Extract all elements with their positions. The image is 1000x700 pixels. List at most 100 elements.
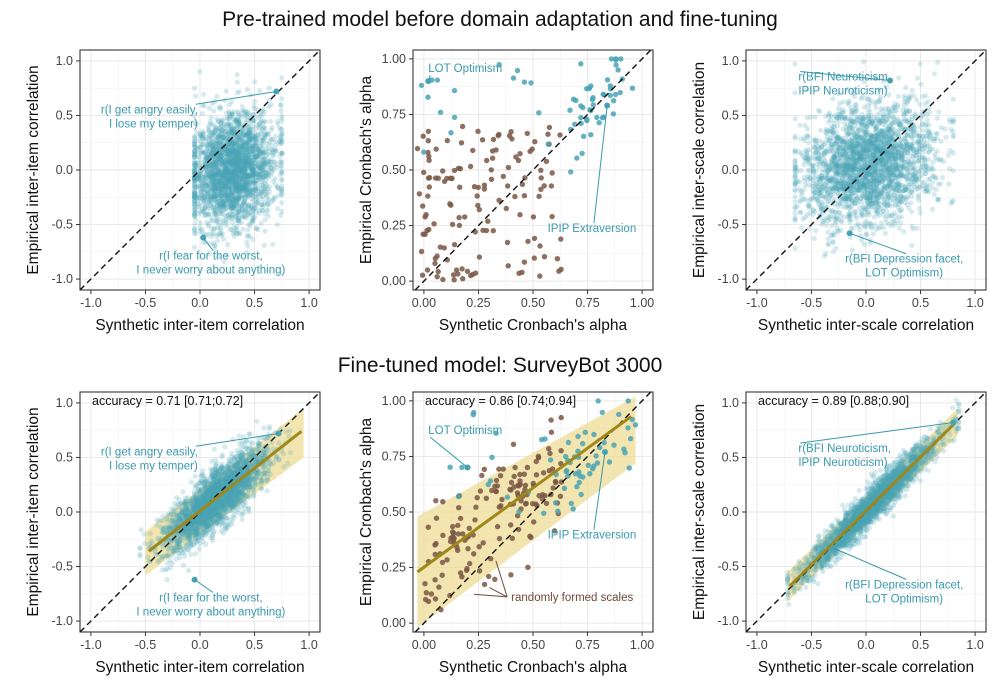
data-point bbox=[239, 206, 246, 212]
data-point bbox=[264, 141, 270, 147]
data-point bbox=[260, 193, 266, 200]
data-point bbox=[232, 126, 238, 132]
data-point bbox=[200, 174, 206, 180]
data-point bbox=[235, 208, 241, 214]
data-point bbox=[214, 233, 220, 239]
data-point bbox=[253, 143, 259, 150]
data-point bbox=[200, 190, 206, 196]
data-point bbox=[243, 194, 249, 201]
data-point bbox=[218, 197, 224, 203]
data-point bbox=[239, 158, 245, 164]
data-point bbox=[235, 166, 241, 172]
data-point bbox=[209, 186, 215, 192]
data-point bbox=[249, 144, 255, 150]
data-point bbox=[233, 178, 239, 184]
data-point bbox=[806, 205, 812, 211]
data-point bbox=[196, 172, 202, 178]
data-point bbox=[225, 166, 231, 172]
data-point bbox=[269, 199, 275, 205]
data-point bbox=[221, 162, 227, 168]
data-point bbox=[242, 172, 248, 179]
data-point bbox=[212, 173, 218, 180]
data-point bbox=[212, 184, 218, 190]
data-point bbox=[239, 194, 245, 200]
data-point bbox=[231, 146, 237, 152]
random-scale-point bbox=[421, 169, 427, 176]
data-point bbox=[273, 142, 279, 148]
data-point bbox=[210, 195, 216, 201]
data-point bbox=[223, 167, 229, 174]
data-point bbox=[237, 160, 243, 166]
data-point bbox=[191, 148, 198, 154]
data-point bbox=[202, 196, 208, 202]
data-point bbox=[227, 123, 233, 129]
data-point bbox=[220, 127, 226, 133]
data-point bbox=[213, 186, 219, 192]
data-point bbox=[191, 138, 198, 144]
data-point bbox=[199, 133, 205, 139]
data-point bbox=[253, 142, 259, 148]
data-point bbox=[217, 156, 223, 162]
data-point bbox=[250, 149, 256, 155]
data-point bbox=[223, 110, 229, 116]
y-tick-label: 1.0 bbox=[56, 54, 73, 68]
data-point bbox=[250, 117, 256, 123]
data-point bbox=[226, 129, 232, 135]
data-point bbox=[217, 189, 223, 195]
data-point bbox=[204, 194, 211, 200]
data-point bbox=[223, 202, 229, 208]
data-point bbox=[240, 151, 247, 157]
data-point bbox=[199, 192, 206, 198]
data-point bbox=[242, 214, 248, 220]
data-point bbox=[927, 136, 933, 142]
data-point bbox=[224, 176, 230, 182]
data-point bbox=[191, 194, 198, 200]
data-point bbox=[916, 197, 922, 203]
data-point bbox=[222, 135, 228, 141]
annotation-text: IPIP Extraversion bbox=[548, 223, 637, 235]
data-point bbox=[249, 219, 255, 226]
data-point bbox=[258, 118, 265, 124]
data-point bbox=[919, 122, 925, 128]
data-point bbox=[226, 115, 233, 121]
data-point bbox=[232, 161, 238, 167]
data-point bbox=[232, 159, 239, 165]
data-point bbox=[225, 170, 231, 176]
data-point bbox=[211, 162, 217, 169]
data-point bbox=[223, 168, 229, 174]
data-point bbox=[211, 159, 217, 165]
data-point bbox=[216, 128, 222, 134]
data-point bbox=[197, 173, 203, 179]
random-scale-point bbox=[476, 206, 482, 213]
data-point bbox=[233, 183, 239, 189]
annotation-text: I lose my temper) bbox=[109, 118, 198, 130]
data-point bbox=[248, 195, 255, 201]
data-point bbox=[248, 168, 254, 174]
data-point bbox=[191, 138, 198, 144]
data-point bbox=[201, 194, 208, 200]
data-point bbox=[262, 160, 268, 166]
data-point bbox=[234, 164, 240, 170]
data-point bbox=[208, 141, 214, 147]
data-point bbox=[241, 209, 247, 215]
data-point bbox=[278, 101, 284, 108]
data-point bbox=[246, 127, 252, 133]
data-point bbox=[208, 178, 214, 184]
data-point bbox=[208, 143, 214, 149]
data-point bbox=[909, 182, 915, 188]
data-point bbox=[214, 200, 220, 206]
data-point bbox=[221, 125, 227, 131]
row-title-pretrained: Pre-trained model before domain adaptati… bbox=[222, 8, 778, 31]
data-point bbox=[246, 129, 252, 135]
data-point bbox=[206, 197, 212, 204]
data-point bbox=[196, 203, 202, 209]
data-point bbox=[259, 188, 265, 195]
data-point bbox=[200, 102, 206, 108]
data-point bbox=[230, 208, 236, 214]
data-point bbox=[240, 153, 246, 159]
data-point bbox=[257, 88, 263, 94]
data-point bbox=[231, 179, 238, 185]
data-point bbox=[202, 150, 208, 157]
data-point bbox=[251, 173, 257, 179]
data-point bbox=[254, 201, 260, 207]
